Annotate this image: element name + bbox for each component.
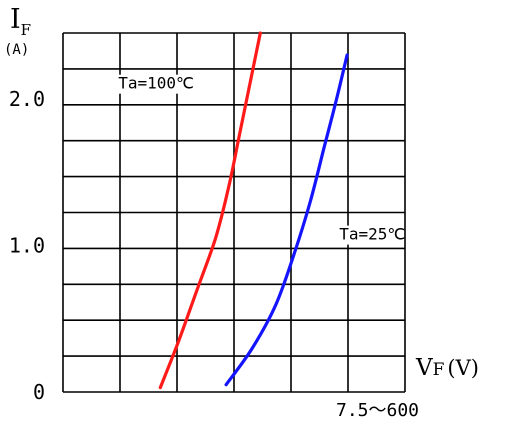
y-tick-label: 1.0 <box>9 233 45 257</box>
series-line <box>158 31 262 390</box>
grid <box>62 32 406 393</box>
y-tick-labels: 0 1.0 2.0 <box>9 87 45 404</box>
series-labels: Ta=100℃ Ta=25℃ <box>115 74 405 245</box>
curves <box>158 31 349 390</box>
y-tick-label: 0 <box>33 380 45 404</box>
x-range-note: 7.5～600 <box>336 400 419 421</box>
series-line <box>224 53 349 387</box>
series-label: Ta=100℃ <box>118 74 194 93</box>
series-label-bg <box>115 74 189 94</box>
series-label-bg <box>336 225 400 245</box>
series-label: Ta=25℃ <box>339 225 405 244</box>
y-axis-title: IF <box>10 4 31 39</box>
y-axis-unit: (A) <box>4 42 29 58</box>
y-tick-label: 2.0 <box>9 87 45 111</box>
x-axis-title: VF (V) <box>415 355 479 381</box>
